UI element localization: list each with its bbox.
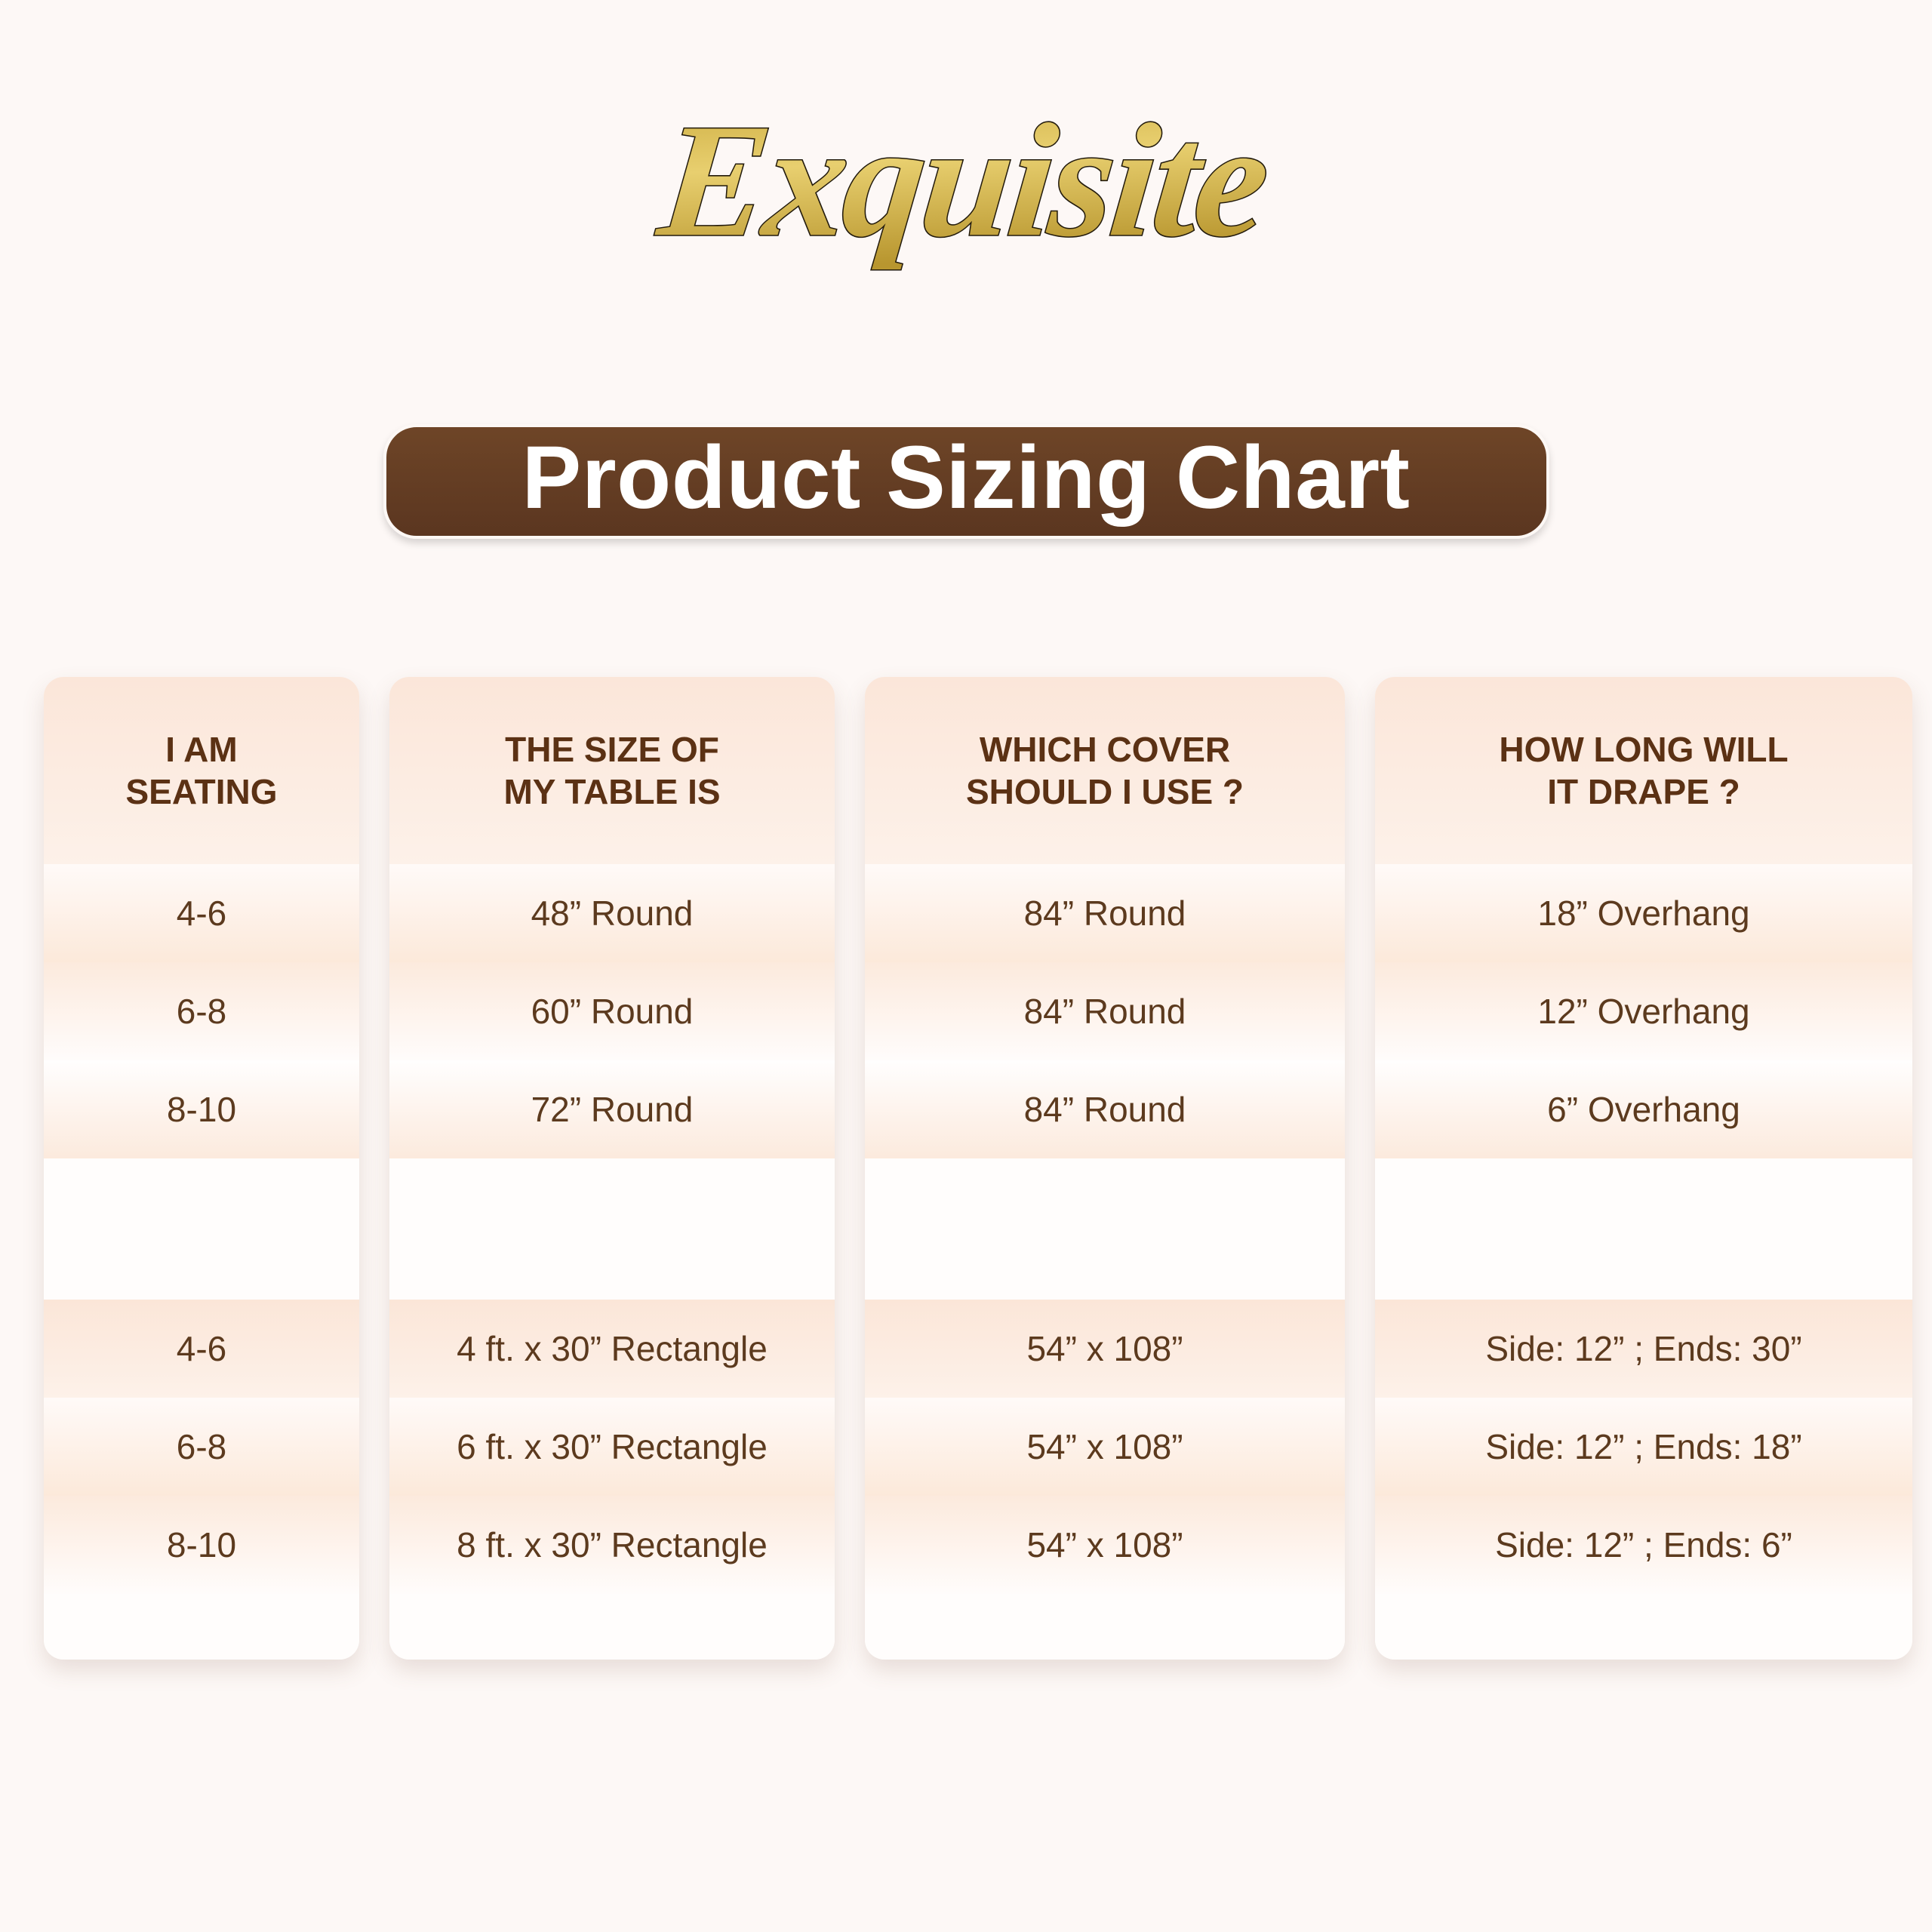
svg-text:Exquisite: Exquisite — [651, 91, 1275, 270]
